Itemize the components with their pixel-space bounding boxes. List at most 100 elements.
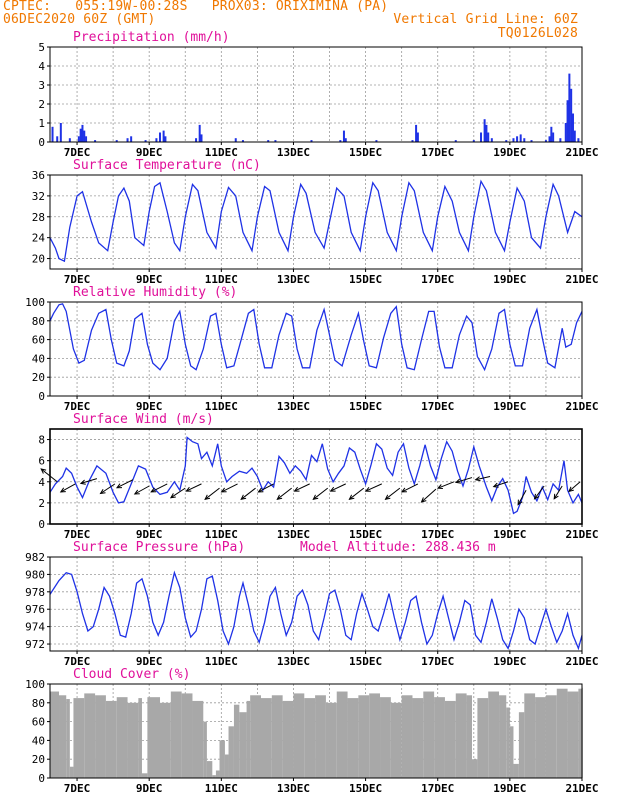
- precipitation-bar: [480, 132, 483, 142]
- precipitation-bar: [570, 88, 573, 142]
- cloud-cover-bar: [444, 700, 456, 778]
- cloud-cover-bar: [567, 691, 579, 778]
- precipitation-bar: [81, 124, 84, 142]
- x-tick-label: 21DEC: [565, 528, 598, 541]
- wind-arrow-shaft: [204, 487, 220, 500]
- wind-arrow-head: [185, 486, 192, 492]
- cloud-cover-bar: [181, 693, 193, 778]
- cloud-cover-bar: [358, 695, 370, 778]
- x-tick-label: 15DEC: [349, 782, 382, 795]
- humidity-line: [49, 303, 583, 372]
- x-tick-label: 21DEC: [565, 273, 598, 286]
- wind-arrow-head: [533, 493, 540, 500]
- cloud-cover-bar: [336, 691, 348, 778]
- cloud-cover-bar: [325, 702, 337, 778]
- wind-arrow-head: [553, 493, 559, 500]
- x-tick-label: 13DEC: [277, 528, 310, 541]
- precipitation-bar: [530, 140, 533, 142]
- precipitation-bar: [234, 138, 237, 142]
- precipitation-bar: [523, 138, 526, 142]
- wind-arrow-shaft: [258, 483, 274, 493]
- wind-arrow-shaft: [534, 485, 545, 500]
- wind-arrow-shaft: [365, 483, 383, 492]
- y-tick-label: 4: [38, 60, 45, 73]
- y-tick-label: 0: [38, 518, 45, 531]
- x-tick-label: 9DEC: [136, 146, 163, 159]
- plot-frame: [49, 174, 583, 270]
- cloud-cover-bar: [434, 697, 445, 778]
- header-grid-note: Vertical Grid Line: 60Z: [393, 12, 578, 27]
- cloud-cover-bar: [477, 698, 489, 778]
- precipitation-bar: [241, 140, 244, 142]
- y-tick-label: 60: [32, 334, 45, 347]
- x-tick-label: 13DEC: [277, 146, 310, 159]
- wind-arrow-shaft: [276, 487, 292, 500]
- y-tick-label: 972: [25, 638, 45, 651]
- cloud-cover-bar: [369, 693, 381, 778]
- precipitation-bar: [79, 128, 82, 142]
- y-tick-label: 20: [32, 371, 45, 384]
- cloud-cover-bar: [224, 754, 229, 778]
- wind-arrow-head: [364, 486, 371, 492]
- y-tick-label: 20: [32, 753, 45, 766]
- cloud-cover-bar: [518, 712, 525, 778]
- y-tick-label: 982: [25, 551, 45, 564]
- x-tick-label: 11DEC: [205, 528, 238, 541]
- precipitation-bar: [198, 124, 201, 142]
- cloud-cover-bar: [84, 693, 96, 778]
- cloud-cover-bar: [455, 693, 467, 778]
- x-tick-label: 9DEC: [136, 782, 163, 795]
- wind-arrow-head: [169, 493, 176, 499]
- wind-arrow-shaft: [421, 488, 437, 503]
- wind-arrow-shaft: [150, 483, 168, 493]
- precipitation-bar: [68, 138, 71, 142]
- cloud-cover-bar: [160, 702, 171, 778]
- wind-arrow-shaft: [100, 483, 116, 494]
- wind-arrow-head: [348, 494, 355, 500]
- wind-arrow-head: [454, 478, 461, 484]
- x-tick-label: 7DEC: [64, 400, 91, 413]
- wind-arrow-head: [276, 494, 283, 500]
- wind-arrow-shaft: [493, 481, 509, 488]
- x-tick-label: 7DEC: [64, 146, 91, 159]
- wind-arrow-shaft: [349, 487, 365, 500]
- cloud-cover-bar: [141, 773, 148, 778]
- x-tick-label: 19DEC: [493, 655, 526, 668]
- wind-arrow-head: [293, 486, 300, 492]
- y-tick-label: 100: [25, 296, 45, 309]
- cloud-cover-bar: [545, 695, 557, 778]
- temperature-title: Surface Temperature (nC): [73, 158, 261, 173]
- cloud-cover-bar: [380, 697, 391, 778]
- cloud-cover-bar: [578, 688, 582, 778]
- pressure-title: Surface Pressure (hPa): [73, 540, 245, 555]
- y-tick-label: 0: [38, 136, 45, 149]
- x-tick-label: 17DEC: [421, 655, 454, 668]
- precipitation-bar: [519, 134, 522, 142]
- wind-arrow-shaft: [330, 483, 346, 492]
- x-tick-label: 21DEC: [565, 782, 598, 795]
- precipitation-bar: [472, 140, 475, 142]
- y-tick-label: 40: [32, 352, 45, 365]
- wind-arrow-shaft: [385, 487, 401, 500]
- x-tick-label: 19DEC: [493, 528, 526, 541]
- precipitation-bar: [56, 136, 59, 142]
- wind-arrow-shaft: [116, 479, 134, 489]
- precipitation-bar: [51, 126, 54, 142]
- y-tick-label: 32: [32, 190, 45, 203]
- wind-arrow-head: [517, 499, 523, 506]
- y-tick-label: 2: [38, 98, 45, 111]
- x-tick-label: 17DEC: [421, 146, 454, 159]
- cloud-cover-bar: [138, 698, 142, 778]
- precipitation-bar: [564, 123, 567, 142]
- wind-arrow-shaft: [313, 487, 329, 500]
- cloud-cover-bar: [105, 700, 117, 778]
- cloud-cover-bar: [212, 775, 216, 778]
- wind-arrow-head: [420, 497, 427, 503]
- wind-arrow-head: [312, 494, 319, 500]
- wind-arrow-head: [59, 487, 66, 493]
- precipitation-bar: [490, 138, 493, 142]
- precipitation-bar: [573, 130, 576, 142]
- y-tick-label: 20: [32, 253, 45, 266]
- cloud-cover-bar: [147, 697, 161, 778]
